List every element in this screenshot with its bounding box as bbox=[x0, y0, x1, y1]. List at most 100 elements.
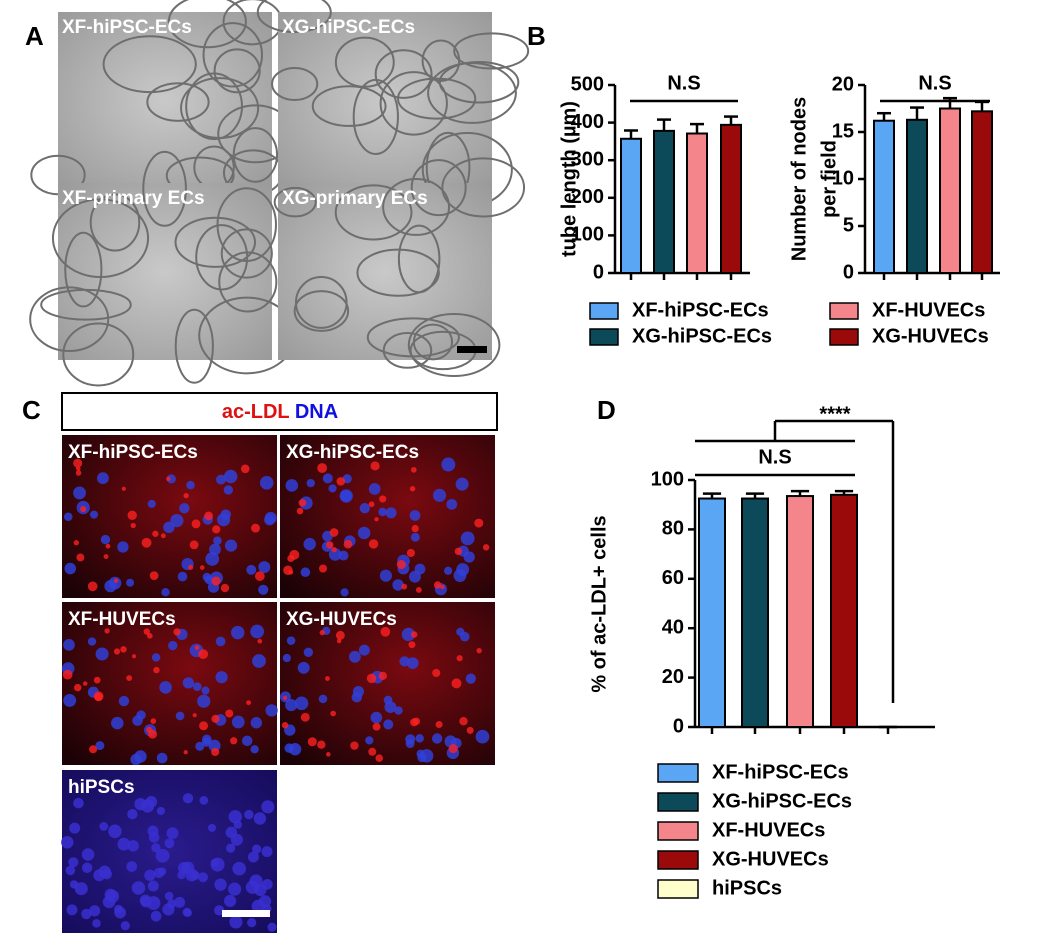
ldl-signal bbox=[282, 695, 288, 700]
bar bbox=[906, 118, 928, 274]
bar bbox=[741, 497, 769, 728]
ldl-signal bbox=[368, 539, 379, 549]
nucleus bbox=[208, 739, 221, 752]
nucleus bbox=[231, 715, 245, 729]
tube-network bbox=[40, 288, 132, 321]
nucleus bbox=[120, 921, 130, 931]
nucleus bbox=[118, 695, 130, 707]
nucleus bbox=[359, 502, 370, 514]
ldl-signal bbox=[153, 666, 160, 674]
legend-swatch bbox=[657, 879, 699, 899]
tube-network bbox=[294, 276, 348, 329]
nucleus bbox=[258, 561, 271, 574]
ldl-signal bbox=[380, 626, 391, 637]
ldl-signal bbox=[372, 722, 381, 731]
nucleus bbox=[246, 564, 257, 575]
image-caption: hiPSCs bbox=[68, 777, 135, 798]
nucleus bbox=[286, 636, 296, 645]
ldl-signal bbox=[173, 628, 181, 636]
ldl-signal bbox=[343, 539, 353, 549]
panel-c-header: ac-LDL DNA bbox=[222, 401, 338, 423]
nucleus bbox=[394, 706, 403, 715]
nucleus bbox=[297, 661, 310, 674]
nucleus bbox=[282, 653, 291, 663]
nucleus bbox=[177, 861, 191, 875]
nucleus bbox=[229, 915, 243, 929]
nucleus bbox=[81, 848, 95, 861]
nucleus bbox=[81, 862, 93, 873]
tube-network bbox=[213, 48, 261, 94]
tube-network bbox=[293, 290, 350, 332]
nucleus bbox=[215, 474, 226, 485]
ldl-signal bbox=[75, 470, 82, 476]
ldl-signal bbox=[130, 522, 136, 529]
header-box bbox=[61, 392, 498, 431]
nucleus bbox=[81, 908, 92, 920]
nucleus bbox=[156, 752, 168, 764]
nucleus bbox=[405, 739, 415, 749]
nucleus bbox=[443, 566, 453, 575]
tube-network bbox=[142, 150, 187, 227]
tube-network bbox=[202, 22, 264, 88]
ldl-signal bbox=[440, 584, 445, 590]
image-caption: XG-hiPSC-ECs bbox=[282, 17, 415, 38]
bar bbox=[620, 137, 642, 274]
nucleus bbox=[205, 552, 220, 566]
ldl-signal bbox=[415, 587, 422, 593]
annotation: **** bbox=[819, 403, 850, 425]
ldl-signal bbox=[451, 678, 462, 689]
legend-swatch bbox=[657, 763, 699, 783]
ldl-signal bbox=[225, 709, 234, 718]
tube-network bbox=[311, 85, 387, 127]
nucleus bbox=[97, 472, 109, 485]
tube-network bbox=[62, 322, 135, 387]
ldl-signal bbox=[105, 543, 111, 549]
ldl-signal bbox=[433, 581, 442, 589]
legend-label: XF-hiPSC-ECs bbox=[632, 299, 769, 321]
nucleus bbox=[89, 905, 101, 917]
tube-network bbox=[64, 231, 103, 308]
image-caption: XF-HUVECs bbox=[68, 609, 176, 630]
nucleus bbox=[166, 474, 176, 484]
ldl-signal bbox=[89, 745, 98, 754]
nucleus bbox=[267, 922, 277, 932]
y-axis-label: tube length (µm) bbox=[558, 101, 580, 257]
nucleus bbox=[379, 569, 392, 582]
bar bbox=[653, 129, 675, 274]
nucleus bbox=[214, 905, 225, 916]
ldl-signal bbox=[454, 547, 463, 556]
bar bbox=[873, 119, 895, 274]
ldl-signal bbox=[374, 517, 379, 522]
ldl-signal bbox=[459, 716, 468, 726]
nucleus bbox=[95, 647, 109, 661]
legend-label: XF-HUVECs bbox=[712, 819, 825, 841]
nucleus bbox=[259, 476, 274, 490]
nucleus bbox=[415, 734, 424, 743]
nucleus bbox=[446, 498, 458, 510]
nucleus bbox=[392, 579, 404, 591]
ldl-signal bbox=[146, 726, 153, 733]
nucleus bbox=[155, 848, 170, 863]
ldl-signal bbox=[127, 510, 137, 521]
y-tick-label: 80 bbox=[662, 518, 684, 540]
nucleus bbox=[66, 904, 78, 916]
nucleus bbox=[100, 534, 111, 545]
panel-label: A bbox=[25, 21, 44, 51]
ldl-signal bbox=[448, 744, 458, 754]
nucleus bbox=[213, 536, 222, 545]
tube-network bbox=[146, 82, 210, 122]
y-tick-label: 15 bbox=[832, 120, 854, 142]
ldl-signal bbox=[230, 737, 238, 745]
nucleus bbox=[261, 800, 275, 814]
ldl-signal bbox=[317, 463, 328, 473]
nucleus bbox=[63, 693, 77, 707]
legend-label: XF-HUVECs bbox=[872, 299, 985, 321]
legend-label: XG-hiPSC-ECs bbox=[712, 790, 852, 812]
ldl-signal bbox=[366, 673, 377, 684]
nucleus bbox=[303, 537, 316, 551]
nucleus bbox=[431, 733, 443, 744]
nucleus bbox=[161, 587, 170, 597]
image-caption: XG-primary ECs bbox=[282, 188, 428, 209]
y-tick-label: 100 bbox=[571, 224, 604, 246]
bar bbox=[686, 132, 708, 274]
